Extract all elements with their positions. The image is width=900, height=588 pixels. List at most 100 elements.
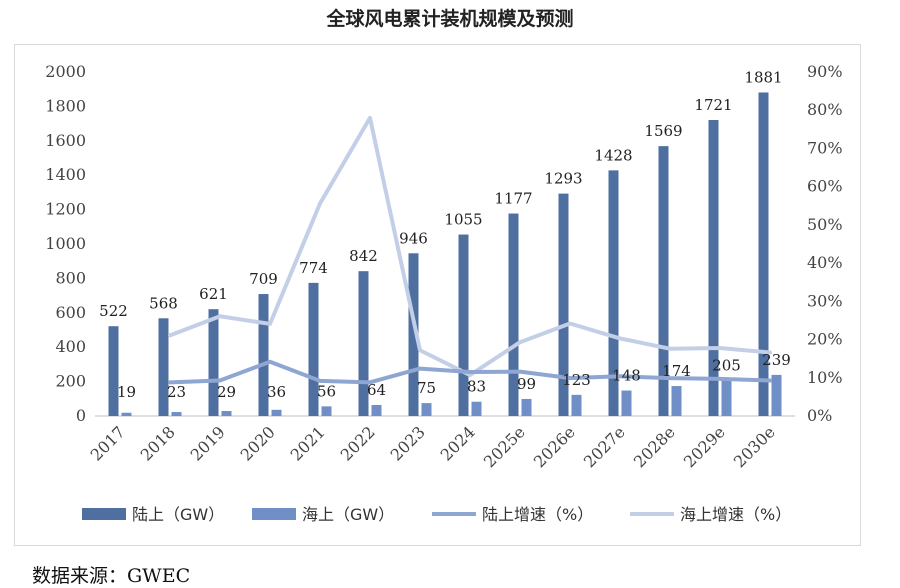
- legend-swatch: [82, 508, 126, 520]
- offshore-bar: [171, 412, 182, 416]
- x-tick-label: 2027e: [580, 422, 629, 471]
- onshore-bar: [158, 318, 169, 416]
- x-tick-label: 2026e: [530, 422, 579, 471]
- x-tick-label: 2025e: [480, 422, 529, 471]
- onshore-bar: [608, 170, 619, 416]
- y-left-tick-label: 400: [55, 337, 86, 356]
- offshore-value-label: 19: [117, 383, 136, 401]
- onshore-value-label: 774: [299, 259, 328, 277]
- offshore-bar: [571, 394, 582, 416]
- onshore-value-label: 1881: [744, 68, 782, 86]
- offshore-bar: [371, 404, 382, 416]
- offshore-value-label: 56: [317, 382, 336, 400]
- y-left-tick-label: 0: [76, 406, 86, 425]
- onshore-bar: [408, 253, 419, 416]
- legend-label: 海上增速（%）: [680, 505, 791, 524]
- legend-label: 陆上（GW）: [132, 505, 224, 524]
- onshore-bar: [108, 326, 119, 416]
- onshore-value-label: 568: [149, 294, 178, 312]
- x-tick-label: 2019: [187, 422, 229, 464]
- onshore-value-label: 842: [349, 247, 378, 265]
- onshore-bar: [558, 193, 569, 416]
- y-right-tick-label: 90%: [807, 62, 843, 81]
- offshore-value-label: 123: [562, 371, 591, 389]
- onshore-bar: [258, 294, 269, 416]
- onshore-value-label: 946: [399, 229, 428, 247]
- y-left-tick-label: 1200: [45, 200, 86, 219]
- y-left-tick-label: 600: [55, 303, 86, 322]
- offshore-bar: [221, 411, 232, 416]
- offshore-growth-line: [168, 115, 772, 378]
- x-tick-label: 2021: [287, 422, 329, 464]
- onshore-bar: [458, 234, 469, 416]
- y-left-tick-label: 1600: [45, 131, 86, 150]
- y-right-tick-label: 80%: [807, 100, 843, 119]
- x-tick-label: 2028e: [630, 422, 679, 471]
- x-tick-label: 2023: [387, 422, 429, 464]
- offshore-value-label: 239: [762, 351, 791, 369]
- offshore-bar: [471, 401, 482, 416]
- onshore-bar: [358, 271, 369, 416]
- offshore-bar: [321, 406, 332, 416]
- onshore-value-label: 1569: [644, 122, 682, 140]
- onshore-value-label: 1055: [444, 211, 482, 229]
- onshore-bar: [508, 213, 519, 416]
- onshore-bar: [708, 119, 719, 416]
- y-left-tick-label: 1800: [45, 96, 86, 115]
- onshore-value-label: 621: [199, 285, 228, 303]
- x-tick-label: 2030e: [730, 422, 779, 471]
- source-note: 数据来源：GWEC: [32, 565, 191, 587]
- onshore-value-label: 1721: [694, 96, 732, 114]
- y-right-tick-label: 50%: [807, 215, 843, 234]
- offshore-value-label: 174: [662, 362, 691, 380]
- onshore-bar: [208, 309, 219, 416]
- offshore-value-label: 205: [712, 357, 741, 375]
- y-left-tick-label: 1000: [45, 234, 86, 253]
- x-tick-label: 2022: [337, 422, 379, 464]
- onshore-value-label: 1177: [494, 190, 532, 208]
- x-tick-label: 2018: [137, 422, 179, 464]
- x-tick-label: 2020: [237, 422, 279, 464]
- legend-label: 陆上增速（%）: [482, 505, 593, 524]
- offshore-value-label: 83: [467, 378, 486, 396]
- y-left-tick-label: 2000: [45, 62, 86, 81]
- x-tick-label: 2029e: [680, 422, 729, 471]
- offshore-value-label: 64: [367, 381, 386, 399]
- offshore-value-label: 99: [517, 375, 536, 393]
- y-right-tick-label: 20%: [807, 330, 843, 349]
- onshore-growth-line: [168, 359, 772, 385]
- offshore-bar: [771, 374, 782, 416]
- onshore-value-label: 709: [249, 270, 278, 288]
- chart-title: 全球风电累计装机规模及预测: [326, 8, 574, 30]
- legend-swatch: [252, 508, 296, 520]
- offshore-bar: [621, 390, 632, 416]
- offshore-bar: [671, 386, 682, 416]
- y-right-tick-label: 40%: [807, 253, 843, 272]
- y-left-tick-label: 1400: [45, 165, 86, 184]
- offshore-value-label: 29: [217, 383, 236, 401]
- y-right-tick-label: 30%: [807, 291, 843, 310]
- onshore-value-label: 1293: [544, 170, 582, 188]
- offshore-bar: [721, 380, 732, 416]
- onshore-value-label: 1428: [594, 146, 632, 164]
- onshore-value-label: 522: [99, 302, 128, 320]
- x-tick-label: 2017: [87, 422, 129, 464]
- offshore-value-label: 36: [267, 383, 286, 401]
- offshore-bar: [521, 398, 532, 416]
- x-tick-label: 2024: [437, 422, 479, 464]
- offshore-bar: [271, 409, 282, 416]
- offshore-bar: [121, 412, 132, 416]
- y-left-tick-label: 800: [55, 268, 86, 287]
- offshore-bar: [421, 403, 432, 416]
- chart-frame: [14, 44, 861, 546]
- onshore-bar: [758, 92, 769, 416]
- y-left-tick-label: 200: [55, 372, 86, 391]
- offshore-value-label: 148: [612, 367, 641, 385]
- y-right-tick-label: 70%: [807, 138, 843, 157]
- y-right-tick-label: 10%: [807, 368, 843, 387]
- onshore-bar: [308, 282, 319, 416]
- offshore-value-label: 23: [167, 383, 186, 401]
- legend-label: 海上（GW）: [302, 505, 394, 524]
- offshore-value-label: 75: [417, 379, 436, 397]
